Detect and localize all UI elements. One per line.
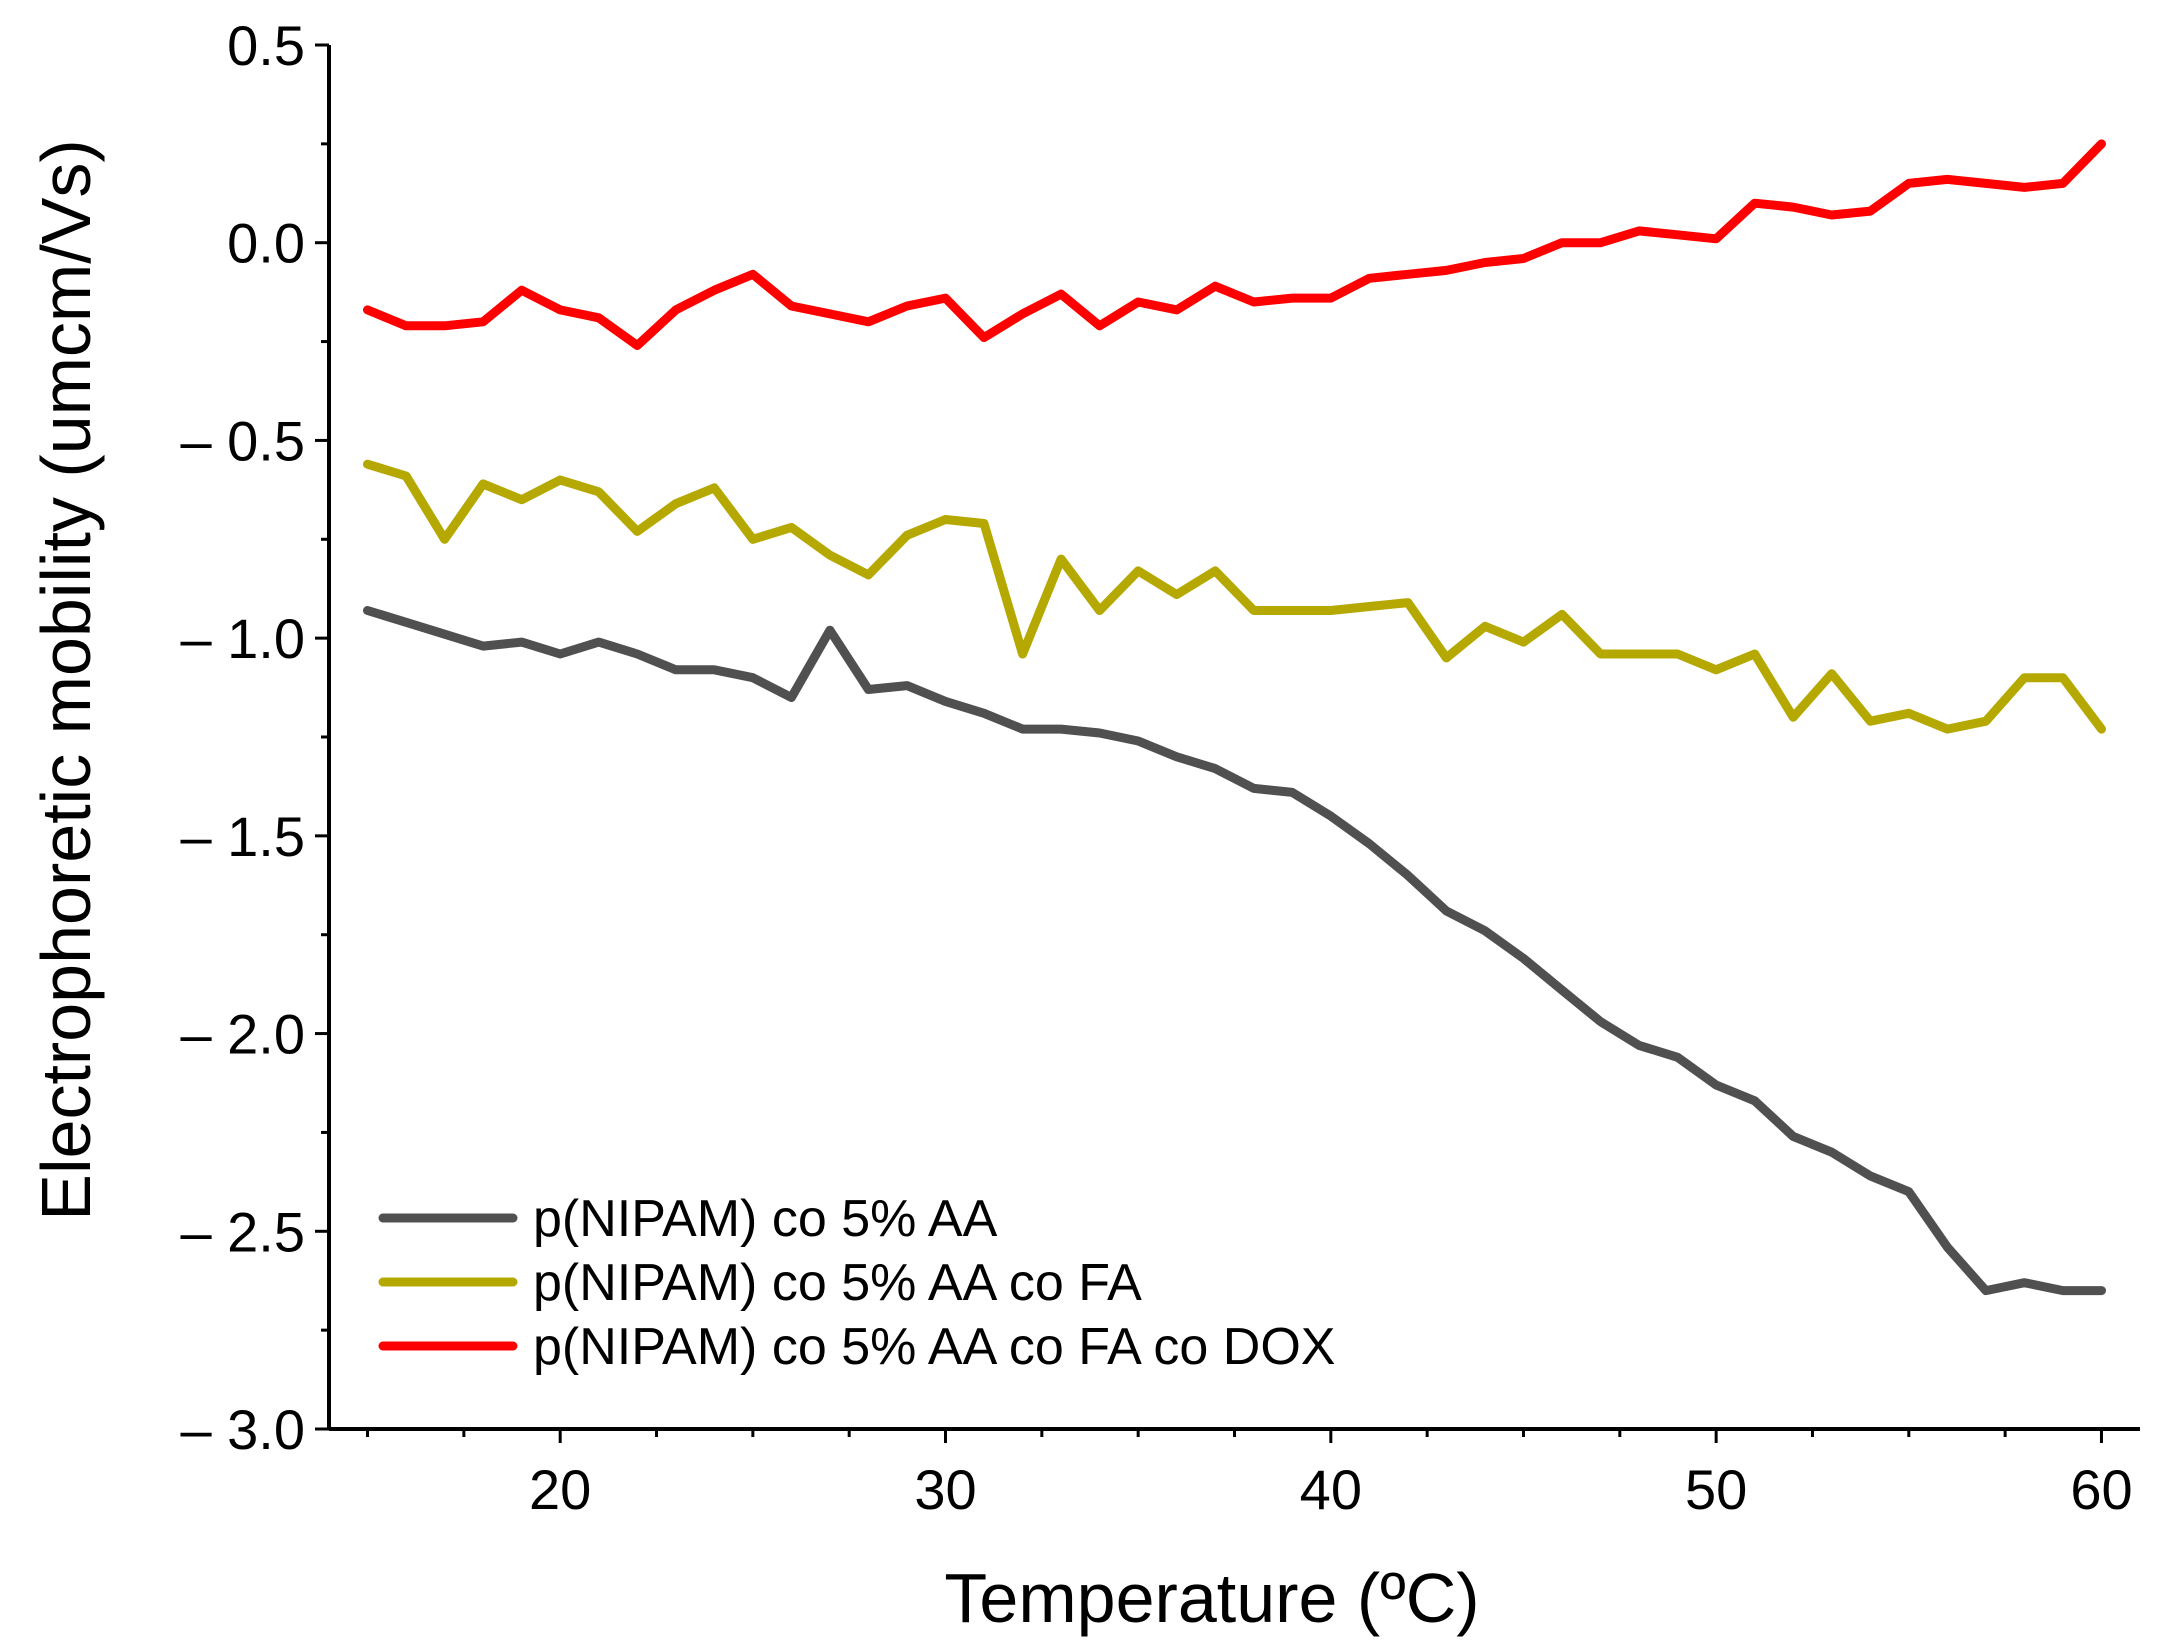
x-tick-label: 50: [1685, 1458, 1747, 1521]
legend-label-1: p(NIPAM) co 5% AA: [533, 1190, 998, 1248]
x-tick-label: 40: [1300, 1458, 1362, 1521]
y-tick-label: – 3.0: [180, 1398, 305, 1461]
y-tick-label: – 0.5: [180, 409, 305, 472]
y-tick-label: – 2.5: [180, 1200, 305, 1263]
x-tick-label: 20: [529, 1458, 591, 1521]
y-tick-label: – 1.5: [180, 805, 305, 868]
x-tick-label: 60: [2070, 1458, 2132, 1521]
x-tick-label: 30: [914, 1458, 976, 1521]
y-tick-label: – 2.0: [180, 1003, 305, 1066]
y-axis-title: Electrophoretic mobility (umcm/Vs): [27, 139, 105, 1220]
y-tick-label: 0.5: [227, 14, 305, 77]
legend: p(NIPAM) co 5% AA p(NIPAM) co 5% AA co FA…: [378, 1190, 1335, 1376]
legend-label-2: p(NIPAM) co 5% AA co FA: [533, 1254, 1142, 1312]
series-line-3: [363, 139, 2106, 350]
series-line-1: [363, 606, 2106, 1296]
legend-label-3: p(NIPAM) co 5% AA co FA co DOX: [533, 1318, 1335, 1376]
x-axis-title: Temperature (ºC): [944, 1559, 1479, 1637]
y-tick-label: 0.0: [227, 212, 305, 275]
series-line-2: [363, 459, 2106, 734]
y-tick-label: – 1.0: [180, 607, 305, 670]
series-group: [363, 139, 2106, 1296]
x-axis-ticks: 20 30 40 50 60: [366, 1429, 2133, 1521]
y-axis-ticks: 0.5 0.0 – 0.5 – 1.0 – 1.5 – 2.0 – 2.5 – 3.0: [180, 14, 329, 1461]
